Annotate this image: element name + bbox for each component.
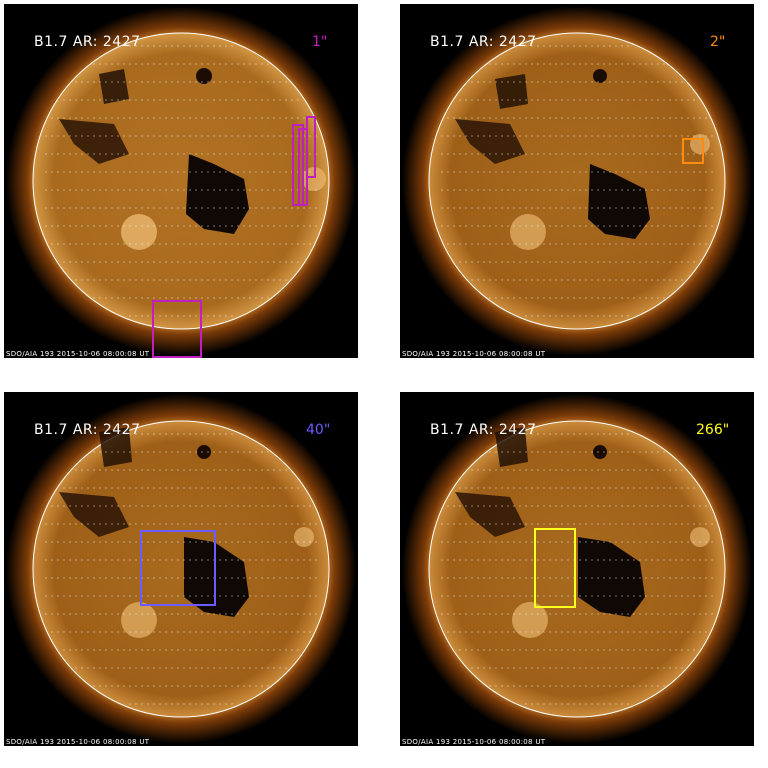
resolution-label: 2"	[710, 34, 726, 50]
instrument-footer: SDO/AIA 193 2015-10-06 08:00:08 UT	[402, 350, 546, 358]
y-tick-label: 1000	[372, 410, 398, 421]
y-tick-label: -500	[373, 640, 396, 651]
y-tick-label: 500	[378, 488, 398, 499]
x-tick-label: 1000	[320, 364, 346, 375]
coordinate-grid-dots	[441, 433, 713, 705]
panel-title: B1.7 AR: 2427	[430, 422, 537, 438]
coordinate-grid-dots	[45, 45, 317, 317]
y-tick-label: -500	[373, 254, 396, 265]
x-tick-label: 500	[246, 364, 266, 375]
x-tick-label: -500	[488, 364, 511, 375]
y-tick-label: 500	[378, 102, 398, 113]
y-tick-label: 0	[388, 564, 395, 575]
y-tick-label: 0	[388, 178, 395, 189]
y-tick-label: 1000	[372, 24, 398, 35]
sun-image-panel-1: B1.7 AR: 2427 1" SDO/AIA 193 2015-10-06 …	[4, 4, 358, 358]
solar-disk-image	[400, 392, 754, 746]
resolution-label: 266"	[696, 422, 730, 438]
x-tick-label: -500	[92, 364, 115, 375]
resolution-label: 40"	[306, 422, 331, 438]
roi-box	[152, 300, 202, 358]
x-tick-label: 0	[176, 364, 183, 375]
sun-image-panel-2: B1.7 AR: 2427 2" SDO/AIA 193 2015-10-06 …	[400, 4, 754, 358]
panel-title: B1.7 AR: 2427	[34, 422, 141, 438]
roi-box	[534, 528, 576, 608]
instrument-footer: SDO/AIA 193 2015-10-06 08:00:08 UT	[6, 350, 150, 358]
instrument-footer: SDO/AIA 193 2015-10-06 08:00:08 UT	[402, 738, 546, 746]
y-tick-label: -1000	[367, 332, 397, 343]
x-tick-label: 0	[572, 364, 579, 375]
coordinate-grid-dots	[45, 433, 317, 705]
roi-box	[306, 116, 316, 178]
roi-box	[140, 530, 216, 606]
sun-image-panel-4: B1.7 AR: 2427 266" SDO/AIA 193 2015-10-0…	[400, 392, 754, 746]
x-tick-label: -1000	[414, 364, 444, 375]
panel-title: B1.7 AR: 2427	[34, 34, 141, 50]
coordinate-grid-dots	[441, 45, 713, 317]
roi-box	[682, 138, 704, 164]
y-tick-label: -1000	[367, 716, 397, 727]
x-tick-label: -1000	[18, 364, 48, 375]
solar-disk-image	[4, 392, 358, 746]
resolution-label: 1"	[312, 34, 328, 50]
x-tick-label: 1000	[716, 364, 742, 375]
x-tick-label: 500	[642, 364, 662, 375]
solar-disk-image	[400, 4, 754, 358]
solar-disk-image	[4, 4, 358, 358]
panel-title: B1.7 AR: 2427	[430, 34, 537, 50]
instrument-footer: SDO/AIA 193 2015-10-06 08:00:08 UT	[6, 738, 150, 746]
sun-image-panel-3: B1.7 AR: 2427 40" SDO/AIA 193 2015-10-06…	[4, 392, 358, 746]
